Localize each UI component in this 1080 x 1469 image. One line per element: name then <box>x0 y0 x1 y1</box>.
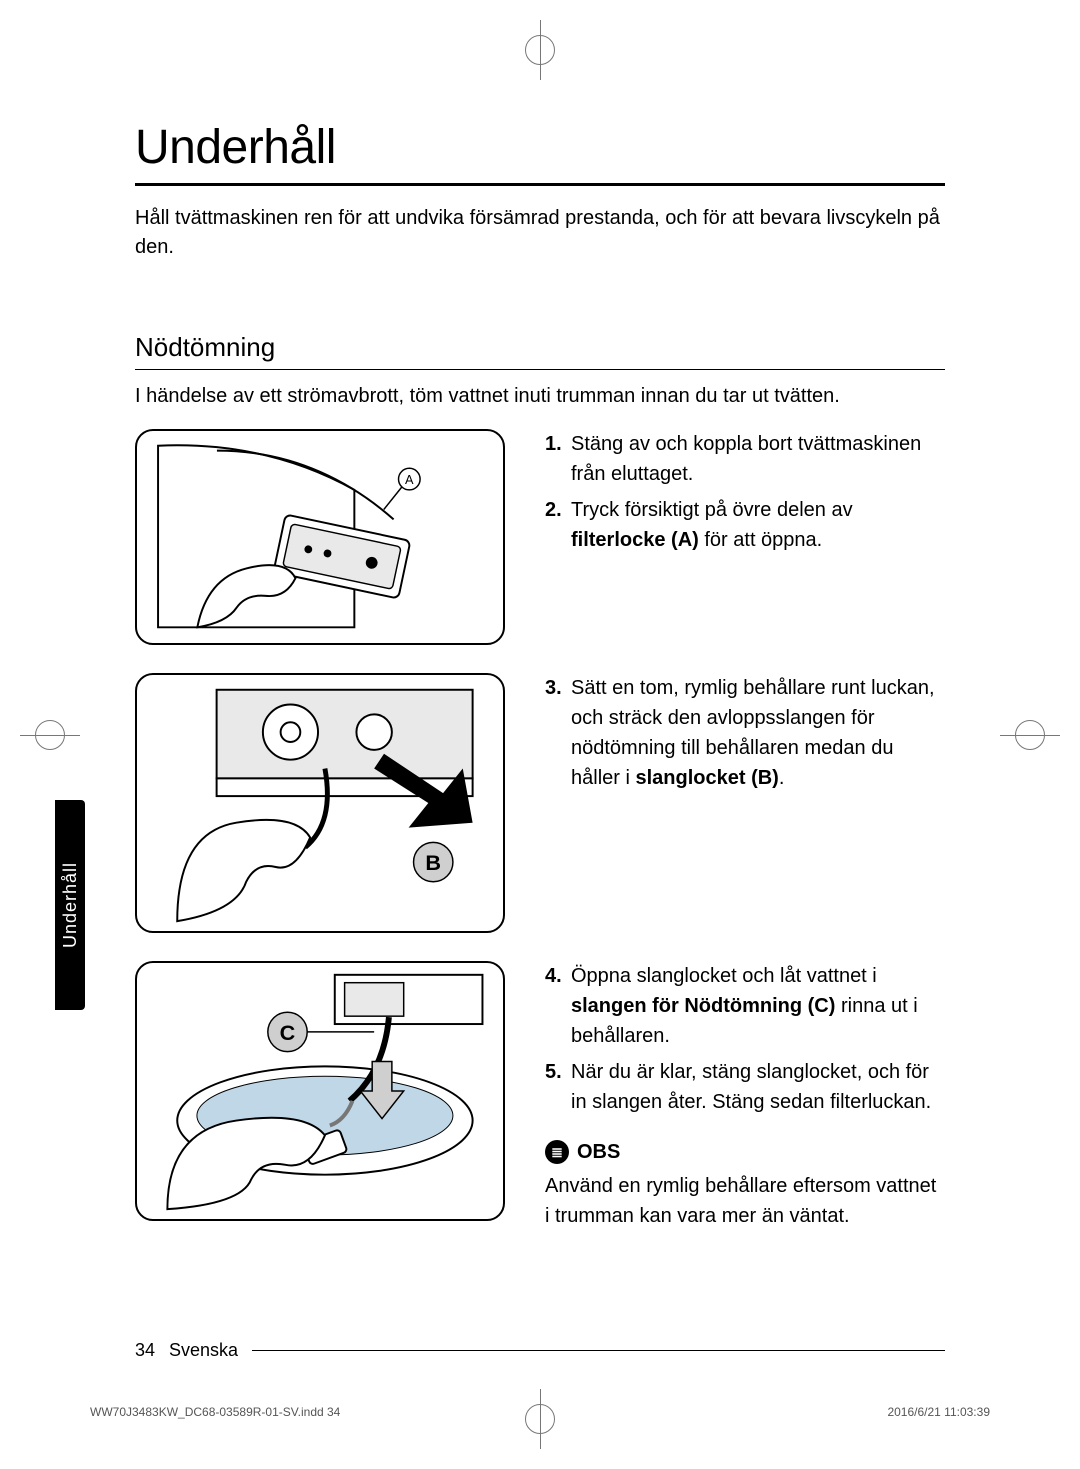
step-3-text: Sätt en tom, rymlig behållare runt lucka… <box>571 673 945 793</box>
step-1-num: 1. <box>545 429 571 489</box>
step-2-num: 2. <box>545 495 571 555</box>
page-title: Underhåll <box>135 120 945 186</box>
footer-language: Svenska <box>169 1340 238 1361</box>
crop-mark-right <box>1000 705 1060 765</box>
note-label: OBS <box>577 1137 620 1167</box>
step-2-text: Tryck försiktigt på övre delen av filter… <box>571 495 945 555</box>
step-row-3: C 4. Öppna slanglocket och låt vattnet i… <box>135 961 945 1231</box>
figure-c-col: C <box>135 961 505 1231</box>
figure-a-label: A <box>405 472 414 487</box>
step-3-num: 3. <box>545 673 571 793</box>
side-tab: Underhåll <box>55 800 85 1010</box>
figure-b-label: B <box>425 850 441 875</box>
figure-c-label: C <box>280 1020 296 1045</box>
section-intro: I händelse av ett strömavbrott, töm vatt… <box>135 382 945 411</box>
imprint: WW70J3483KW_DC68-03589R-01-SV.indd 34 20… <box>90 1405 990 1419</box>
page-number: 34 <box>135 1340 155 1361</box>
steps-4-5: 4. Öppna slanglocket och låt vattnet i s… <box>545 961 945 1231</box>
step-4-text: Öppna slanglocket och låt vattnet i slan… <box>571 961 945 1051</box>
note-heading: ≣ OBS <box>545 1137 945 1167</box>
step-2-pre: Tryck försiktigt på övre delen av <box>571 499 853 521</box>
crop-mark-top <box>510 20 570 80</box>
page-footer: 34 Svenska <box>135 1340 945 1361</box>
steps-1-2: 1. Stäng av och koppla bort tvättmaskine… <box>545 429 945 645</box>
step-row-1: A 1. Stäng av och koppla bort tvättmaski… <box>135 429 945 645</box>
step-2-post: för att öppna. <box>699 529 822 551</box>
figure-a-col: A <box>135 429 505 645</box>
section-heading: Nödtömning <box>135 332 945 370</box>
step-row-2: B 3. Sätt en tom, rymlig behållare runt … <box>135 673 945 933</box>
figure-c: C <box>135 961 505 1221</box>
figure-a: A <box>135 429 505 645</box>
imprint-left: WW70J3483KW_DC68-03589R-01-SV.indd 34 <box>90 1405 340 1419</box>
crop-mark-left <box>20 705 80 765</box>
step-4-num: 4. <box>545 961 571 1051</box>
step-2-bold: filterlocke (A) <box>571 529 699 551</box>
crop-mark-bottom <box>510 1389 570 1449</box>
step-5-text: När du är klar, stäng slanglocket, och f… <box>571 1057 945 1117</box>
step-4-pre: Öppna slanglocket och låt vattnet i <box>571 965 877 987</box>
step-1-text: Stäng av och koppla bort tvättmaskinen f… <box>571 429 945 489</box>
step-5-num: 5. <box>545 1057 571 1117</box>
figure-b-col: B <box>135 673 505 933</box>
note-icon: ≣ <box>545 1140 569 1164</box>
steps-3: 3. Sätt en tom, rymlig behållare runt lu… <box>545 673 945 933</box>
footer-rule <box>252 1350 945 1351</box>
step-3-post: . <box>779 767 785 789</box>
imprint-right: 2016/6/21 11:03:39 <box>887 1405 990 1419</box>
side-tab-label: Underhåll <box>60 862 81 948</box>
step-3-bold: slanglocket (B) <box>635 767 778 789</box>
page-intro: Håll tvättmaskinen ren för att undvika f… <box>135 204 945 262</box>
step-4-bold: slangen för Nödtömning (C) <box>571 995 835 1017</box>
note-body: Använd en rymlig behållare eftersom vatt… <box>545 1171 945 1231</box>
page-content: Underhåll Håll tvättmaskinen ren för att… <box>135 120 945 1319</box>
figure-b: B <box>135 673 505 933</box>
